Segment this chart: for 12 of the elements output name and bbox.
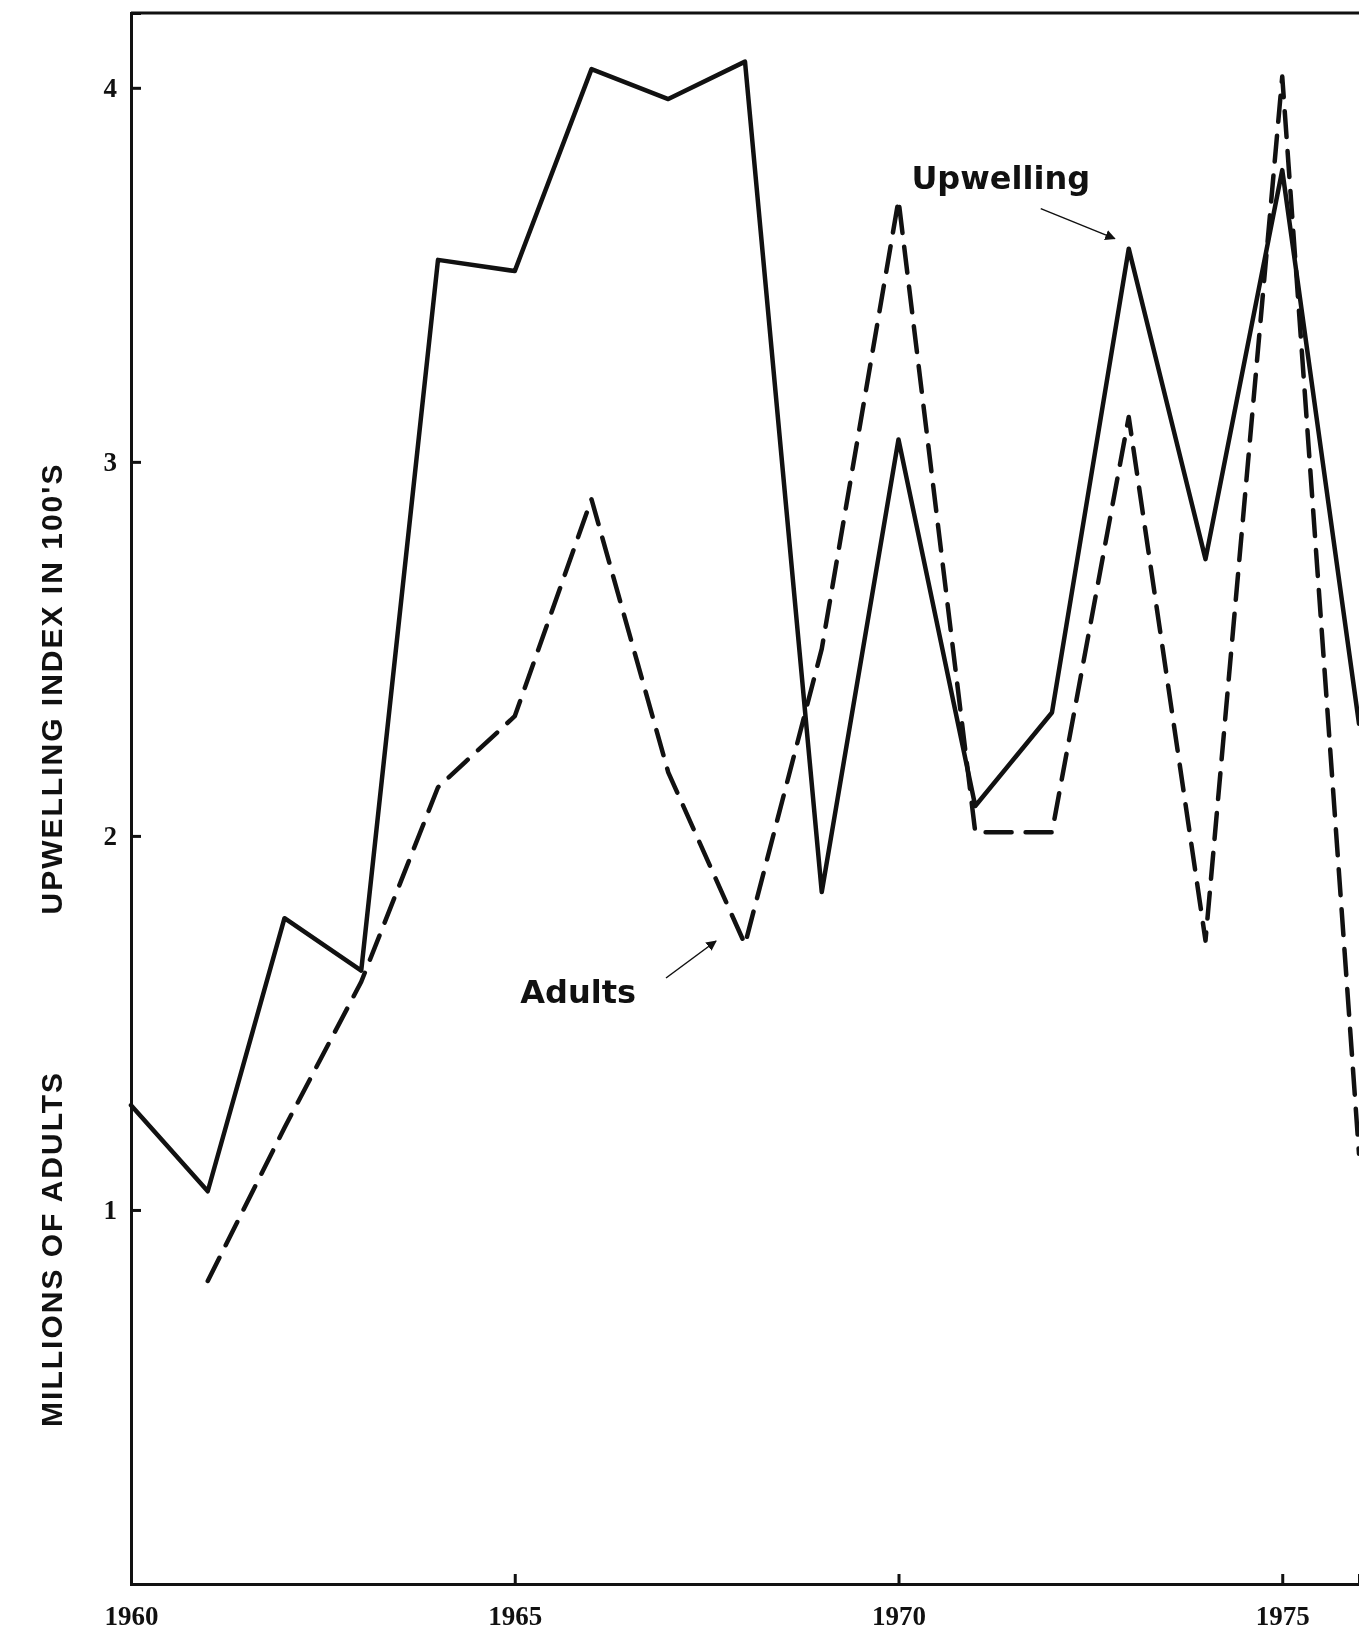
x-tick-label: 1965 bbox=[488, 1601, 543, 1632]
y-tick-label: 1 bbox=[103, 1195, 117, 1226]
x-tick-label: 1970 bbox=[872, 1601, 926, 1632]
y-tick-label: 2 bbox=[103, 821, 117, 852]
x-tick-label: 1960 bbox=[104, 1601, 159, 1632]
y-tick-label: 4 bbox=[103, 72, 117, 103]
x-tick-label: 1975 bbox=[1255, 1601, 1310, 1632]
annotation: Upwelling bbox=[911, 158, 1091, 197]
annotation: Adults bbox=[520, 973, 636, 1011]
y-tick-label: 3 bbox=[103, 447, 117, 477]
y-axis-title: MILLIONS OF ADULTS bbox=[35, 1070, 68, 1427]
text: UPWELLING INDEX IN 100'S bbox=[35, 462, 68, 915]
